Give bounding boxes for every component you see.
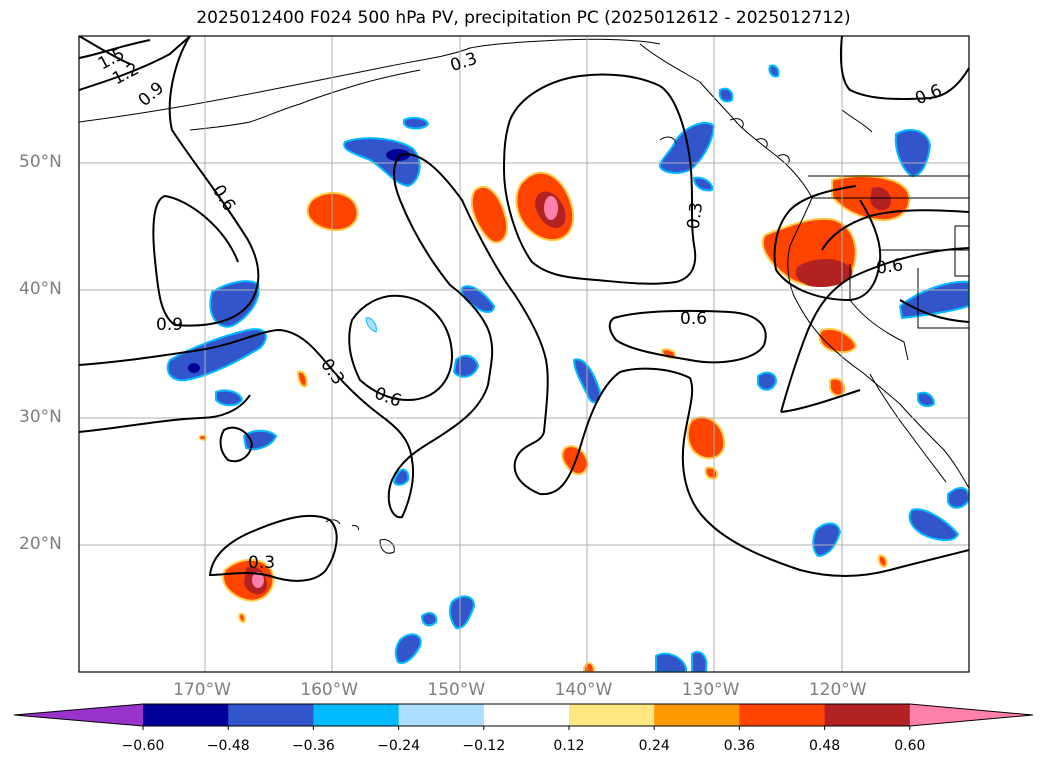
colorbar-tick-label: −0.36 <box>291 738 335 754</box>
longitude-tick-label: 170°W <box>173 680 231 700</box>
colorbar-segment <box>739 704 826 726</box>
colorbar-tick-label: 0.60 <box>894 738 926 754</box>
colorbar-extend-low <box>14 704 143 726</box>
map-frame <box>78 35 970 673</box>
colorbar-segment <box>824 704 911 726</box>
coastlines <box>79 36 969 554</box>
colorbar-tick-label: 0.24 <box>638 738 670 754</box>
contour-label: 0.3 <box>684 201 708 231</box>
colorbar-segment <box>313 704 400 726</box>
contour-label: 0.9 <box>156 315 183 335</box>
longitude-tick-label: 140°W <box>554 680 613 700</box>
contour-label: 0.6 <box>680 309 707 329</box>
map-title: 2025012400 F024 500 hPa PV, precipitatio… <box>196 8 851 28</box>
latitude-tick-label: 30°N <box>19 406 62 427</box>
colorbar-segment <box>483 704 570 726</box>
colorbar-tick-label: 0.12 <box>553 738 585 754</box>
longitude-tick-label: 160°W <box>300 680 359 700</box>
colorbar-tick-label: −0.60 <box>121 738 165 754</box>
colorbar-tick-label: −0.48 <box>206 738 250 754</box>
colorbar-tick-label: 0.48 <box>809 738 841 754</box>
colorbar <box>13 703 1034 730</box>
colorbar-segment <box>654 704 740 726</box>
colorbar-tick-label: −0.12 <box>462 738 506 754</box>
pv-contours <box>79 36 969 582</box>
contour-labels: 1.5 1.2 0.9 0.3 0.6 0.6 0.9 0.3 0.6 0.3 … <box>95 44 945 573</box>
contour-label: 0.3 <box>248 553 275 573</box>
latitude-tick-label: 40°N <box>19 279 62 300</box>
latitude-tick-label: 50°N <box>19 152 62 173</box>
colorbar-extend-high <box>909 704 1033 726</box>
colorbar-segment <box>569 704 655 726</box>
colorbar-segment <box>228 704 314 726</box>
longitude-tick-label: 130°W <box>681 680 740 700</box>
longitude-tick-label: 120°W <box>808 680 867 700</box>
precip-negative-shading <box>166 64 969 672</box>
precip-positive-shading <box>198 171 911 672</box>
colorbar-segment <box>143 704 229 726</box>
contour-label: 0.6 <box>875 255 905 279</box>
colorbar-segment <box>398 704 485 726</box>
colorbar-tick-label: 0.36 <box>723 738 755 754</box>
longitude-tick-label: 150°W <box>427 680 486 700</box>
map-canvas: 1.5 1.2 0.9 0.3 0.6 0.6 0.9 0.3 0.6 0.3 … <box>79 36 969 672</box>
latitude-tick-label: 20°N <box>19 533 62 554</box>
colorbar-tick-label: −0.24 <box>377 738 421 754</box>
